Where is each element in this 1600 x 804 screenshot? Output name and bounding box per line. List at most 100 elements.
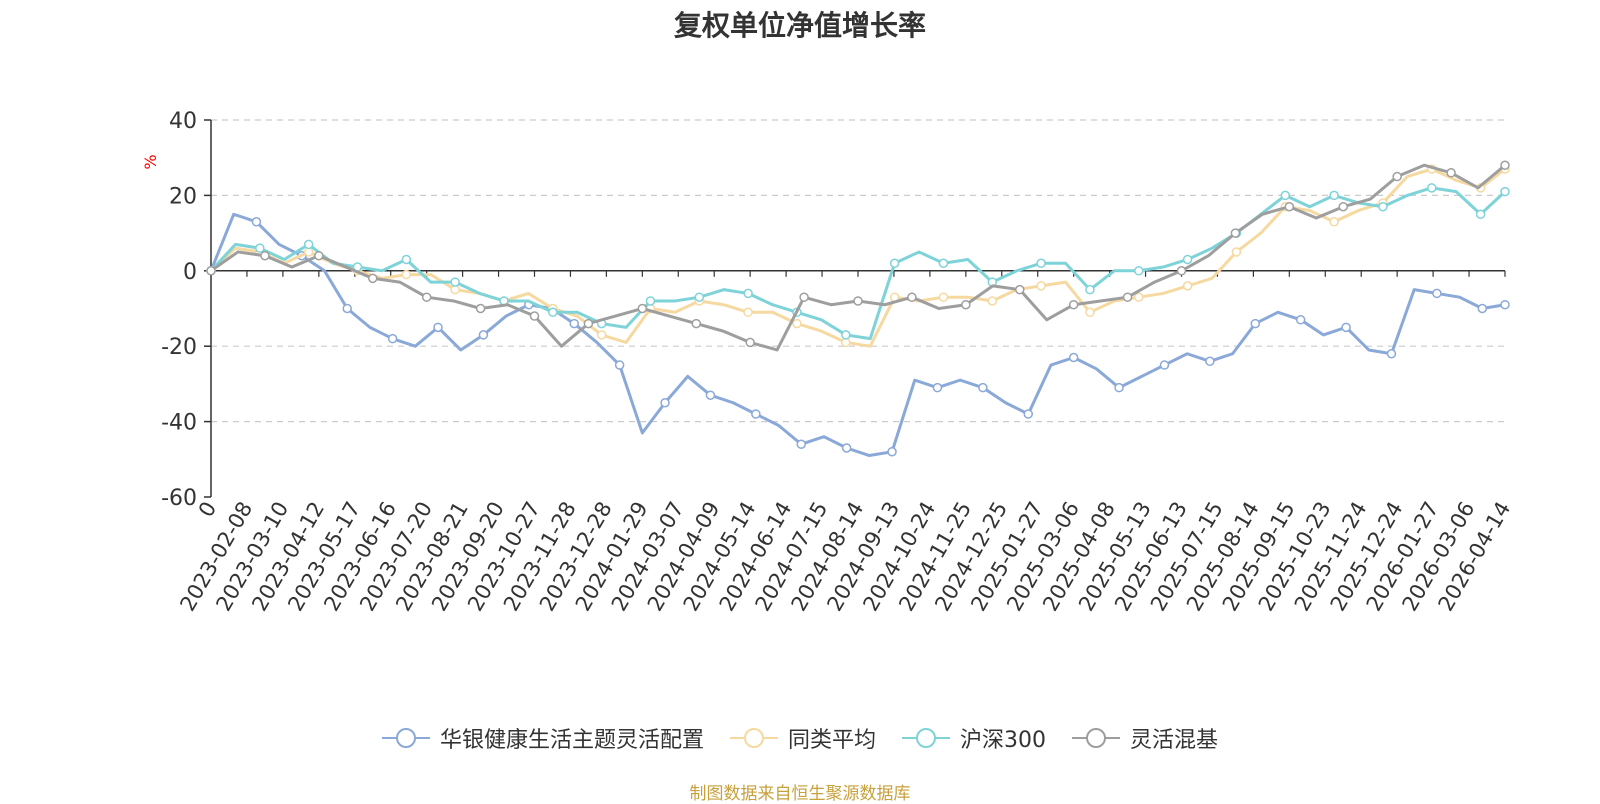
series-point	[978, 382, 988, 393]
series-point	[1477, 303, 1488, 314]
legend-label: 同类平均	[787, 728, 876, 753]
legend-symbol-icon	[902, 728, 950, 748]
legend-item[interactable]: 华银健康生活主题灵活配置	[381, 722, 704, 754]
series-point	[745, 337, 755, 348]
series-point	[1036, 281, 1046, 291]
series-point	[314, 250, 324, 261]
series-point	[743, 307, 753, 318]
series-lines	[206, 160, 1510, 458]
series-point	[938, 258, 949, 269]
series-point	[799, 292, 809, 302]
series-point	[475, 303, 486, 314]
chart-title: 复权单位净值增长率	[673, 9, 926, 42]
series-point	[342, 303, 352, 314]
series-point	[401, 254, 412, 265]
series-point	[387, 333, 398, 344]
series-point	[1500, 299, 1510, 310]
series-point	[1329, 217, 1339, 227]
y-axis-label: %	[141, 154, 160, 169]
series-point	[1085, 307, 1095, 318]
series-point	[1500, 160, 1510, 170]
series-point	[421, 292, 432, 302]
series-point	[645, 296, 656, 306]
series-point	[691, 318, 701, 329]
series-point	[1176, 266, 1187, 276]
axes: 40200-20-40-6002023-02-082023-03-102023-…	[161, 109, 1515, 615]
series-point	[1159, 360, 1170, 370]
series-point	[303, 239, 314, 250]
series-point	[1122, 292, 1133, 302]
series-point	[1250, 318, 1261, 329]
series-point	[1036, 258, 1046, 269]
series-point	[1114, 382, 1124, 393]
legend-item[interactable]: 灵活混基	[1072, 722, 1218, 754]
series-point	[1284, 201, 1295, 212]
series-point	[614, 360, 625, 370]
series-point	[841, 330, 851, 340]
series-point	[743, 288, 753, 299]
series-point	[251, 217, 262, 227]
legend-item[interactable]: 同类平均	[729, 722, 876, 754]
series-point	[529, 311, 540, 321]
series-point	[1475, 209, 1486, 219]
series-point	[796, 439, 806, 449]
series-point	[1329, 190, 1339, 201]
series-point	[401, 269, 412, 280]
series-point	[705, 390, 716, 400]
series-point	[1068, 352, 1079, 363]
series-point	[433, 322, 443, 333]
series-point	[792, 318, 802, 329]
x-tick-label: 0	[194, 498, 221, 522]
series-point	[1231, 247, 1242, 257]
series-point	[751, 409, 761, 419]
series-point	[1085, 284, 1095, 295]
y-tick-label: 40	[169, 109, 197, 134]
series-point	[1500, 186, 1510, 197]
legend-label: 灵活混基	[1130, 728, 1219, 753]
series-point	[1446, 168, 1456, 178]
series-point	[450, 277, 460, 287]
series-point	[368, 273, 378, 284]
series-point	[907, 292, 917, 302]
series-point	[1432, 288, 1442, 299]
series-point	[1338, 201, 1348, 212]
series-point	[206, 266, 216, 276]
series-point	[1341, 322, 1351, 333]
series-point	[548, 307, 558, 318]
series-point	[932, 382, 943, 393]
y-tick-label: 0	[183, 260, 197, 285]
series-point	[1023, 409, 1034, 419]
series-point	[260, 250, 270, 261]
series-point	[1230, 228, 1241, 238]
series-point	[1295, 315, 1306, 325]
series-point	[583, 318, 594, 329]
legend-item[interactable]: 沪深300	[902, 722, 1046, 754]
series-point	[961, 299, 971, 310]
series-point	[1134, 292, 1144, 302]
legend-symbol-icon	[381, 728, 430, 748]
y-tick-label: -60	[161, 486, 197, 511]
series-point	[987, 296, 998, 306]
y-tick-label: -40	[161, 411, 197, 436]
series-point	[255, 243, 265, 253]
series-point	[841, 443, 852, 453]
series-point	[1182, 281, 1193, 291]
legend-label: 华银健康生活主题灵活配置	[439, 728, 704, 753]
series-line	[209, 212, 1506, 458]
series-point	[887, 447, 897, 457]
series-point	[660, 398, 670, 408]
legend: 华银健康生活主题灵活配置 同类平均 沪深300 灵活混基	[0, 722, 1600, 754]
series-point	[596, 330, 607, 340]
y-tick-label: -20	[161, 335, 197, 360]
series-point	[1182, 254, 1193, 265]
source-note: 制图数据来自恒生聚源数据库	[689, 784, 911, 804]
series-point	[569, 318, 579, 329]
series-point	[1386, 348, 1397, 359]
series-point	[478, 330, 489, 340]
series-point	[1068, 299, 1079, 310]
series-point	[1134, 266, 1144, 276]
legend-symbol-icon	[1072, 728, 1120, 748]
series-point	[637, 303, 648, 314]
series-point	[1427, 183, 1437, 193]
